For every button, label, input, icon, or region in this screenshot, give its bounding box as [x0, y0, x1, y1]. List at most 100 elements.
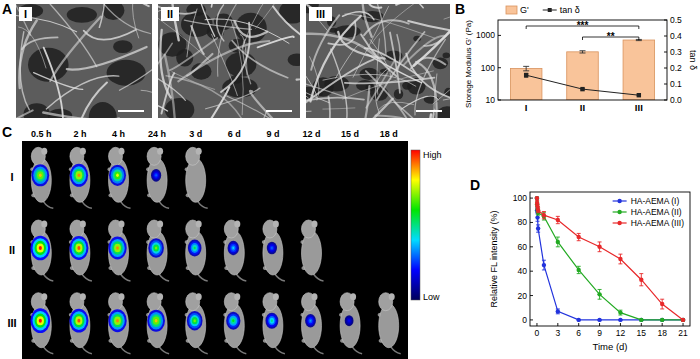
mouse	[185, 220, 208, 281]
mouse-body	[70, 158, 90, 202]
sem-fiber	[310, 57, 319, 96]
marker	[660, 318, 664, 322]
legend-marker	[617, 210, 621, 214]
mouse	[30, 293, 53, 354]
mouse-ear	[273, 293, 279, 300]
sem-fiber	[306, 34, 378, 58]
fluorescence-signal	[75, 316, 82, 325]
sem-fiber	[19, 27, 47, 68]
fluorescence-signal	[270, 246, 274, 251]
fluorescence-signal	[31, 164, 49, 186]
mouse	[69, 220, 92, 281]
sem-fiber	[323, 108, 355, 109]
fluorescence-signal	[150, 240, 162, 255]
fluorescence-signal	[232, 247, 234, 249]
panel-label: D	[470, 177, 480, 193]
fluorescence-signal	[194, 247, 196, 250]
x-tick-label: 6	[576, 328, 581, 338]
y-tick-label: 100	[481, 63, 495, 73]
y2-tick	[664, 68, 667, 69]
fluorescence-signal	[270, 318, 275, 324]
mouse	[30, 147, 53, 208]
fluorescence-signal	[148, 238, 164, 258]
y-tick-label: 20	[518, 291, 528, 301]
timepoint-label: 15 d	[341, 129, 359, 139]
fluorescence-signal	[347, 319, 350, 323]
error-cap	[618, 254, 622, 255]
x-tick	[578, 323, 579, 326]
legend-label: HA-AEMA (III)	[631, 218, 685, 228]
y2-tick	[664, 36, 667, 37]
mouse-ear	[80, 293, 86, 300]
sem-fiber	[396, 4, 442, 5]
fluorescence-signal	[348, 320, 349, 322]
marker	[536, 226, 540, 230]
sem-fiber	[306, 111, 311, 118]
fluorescence-signal	[155, 319, 158, 323]
sem-background	[306, 4, 450, 118]
timepoint-label: 4 h	[112, 129, 125, 139]
marker	[535, 196, 539, 200]
timepoint-label: 9 d	[266, 129, 279, 139]
fluorescence-signal	[33, 238, 49, 258]
fluorescence-signal	[305, 314, 316, 328]
fluorescence-signal	[268, 316, 275, 325]
colorbar-label: Low	[423, 292, 440, 302]
mouse-tail	[159, 201, 169, 208]
marker	[597, 318, 601, 322]
mouse	[146, 147, 169, 208]
marker	[639, 278, 643, 282]
fluorescence-signal	[77, 319, 80, 323]
y-tick-label: 60	[518, 242, 528, 252]
mouse-tail	[43, 274, 53, 281]
fluorescence-signal	[306, 315, 315, 326]
error-cap	[660, 299, 664, 300]
sem-pore	[288, 53, 300, 66]
y-axis-label: Storage Modulus G' (Pa)	[464, 20, 473, 108]
mouse-body	[109, 304, 129, 348]
legend-label: HA-AEMA (II)	[631, 207, 682, 217]
mouse-tail	[159, 274, 169, 281]
x-axis-label: Time (d)	[592, 341, 627, 352]
fluorescence-signal	[149, 312, 163, 329]
row-label: III	[7, 317, 16, 329]
row-label: II	[9, 244, 15, 256]
sem-fiber	[306, 80, 346, 98]
mouse-body	[31, 231, 51, 275]
sem-fiber	[376, 116, 408, 119]
sem-fiber	[221, 23, 250, 92]
sem-fiber	[424, 29, 450, 46]
mouse-tail	[391, 347, 401, 354]
sem-fiber	[141, 90, 152, 118]
fluorescence-signal	[232, 319, 234, 322]
mouse-ear	[273, 221, 279, 228]
sem-fiber	[364, 20, 409, 35]
sem-fiber	[67, 47, 147, 70]
sem-fiber	[132, 4, 146, 38]
sem-fiber	[240, 35, 247, 75]
colorbar-label: High	[423, 150, 442, 160]
error-cap	[536, 221, 540, 222]
fluorescence-signal	[109, 165, 126, 186]
figure: ABCDIIIIII1010010000.00.10.20.30.40.5III…	[0, 0, 700, 359]
y-tick-label: 40	[518, 266, 528, 276]
mouse-ear	[157, 221, 163, 228]
mouse-body	[263, 304, 283, 348]
line	[537, 198, 683, 320]
mouse-tail	[43, 347, 53, 354]
mouse-body	[263, 231, 283, 275]
marker	[597, 292, 601, 296]
y2-tick-label: 0.2	[670, 63, 682, 73]
error-cap	[577, 266, 581, 267]
mouse	[301, 220, 324, 281]
fluorescence-signal	[33, 167, 47, 184]
x-tick-label: 15	[637, 328, 647, 338]
error-cap	[523, 70, 529, 71]
mouse-tail	[314, 347, 324, 354]
fluorescence-signal	[271, 319, 273, 322]
sem-fiber	[46, 76, 119, 109]
marker	[535, 196, 539, 200]
mouse-tail	[43, 201, 53, 208]
marker	[535, 215, 539, 219]
mouse	[262, 293, 285, 354]
